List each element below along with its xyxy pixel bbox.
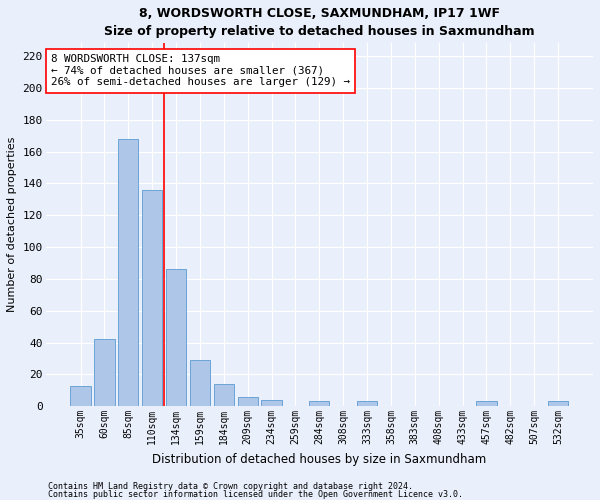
Bar	[476, 402, 497, 406]
Bar	[214, 384, 234, 406]
Bar	[262, 400, 281, 406]
Bar	[70, 386, 91, 406]
Y-axis label: Number of detached properties: Number of detached properties	[7, 137, 17, 312]
Text: 8 WORDSWORTH CLOSE: 137sqm
← 74% of detached houses are smaller (367)
26% of sem: 8 WORDSWORTH CLOSE: 137sqm ← 74% of deta…	[51, 54, 350, 88]
Bar	[94, 340, 115, 406]
Bar	[238, 396, 258, 406]
Text: Contains public sector information licensed under the Open Government Licence v3: Contains public sector information licen…	[48, 490, 463, 499]
Text: Contains HM Land Registry data © Crown copyright and database right 2024.: Contains HM Land Registry data © Crown c…	[48, 482, 413, 491]
X-axis label: Distribution of detached houses by size in Saxmundham: Distribution of detached houses by size …	[152, 452, 487, 466]
Bar	[118, 139, 139, 406]
Title: 8, WORDSWORTH CLOSE, SAXMUNDHAM, IP17 1WF
Size of property relative to detached : 8, WORDSWORTH CLOSE, SAXMUNDHAM, IP17 1W…	[104, 7, 535, 38]
Bar	[357, 402, 377, 406]
Bar	[142, 190, 163, 406]
Bar	[190, 360, 210, 406]
Bar	[548, 402, 568, 406]
Bar	[309, 402, 329, 406]
Bar	[166, 270, 186, 406]
